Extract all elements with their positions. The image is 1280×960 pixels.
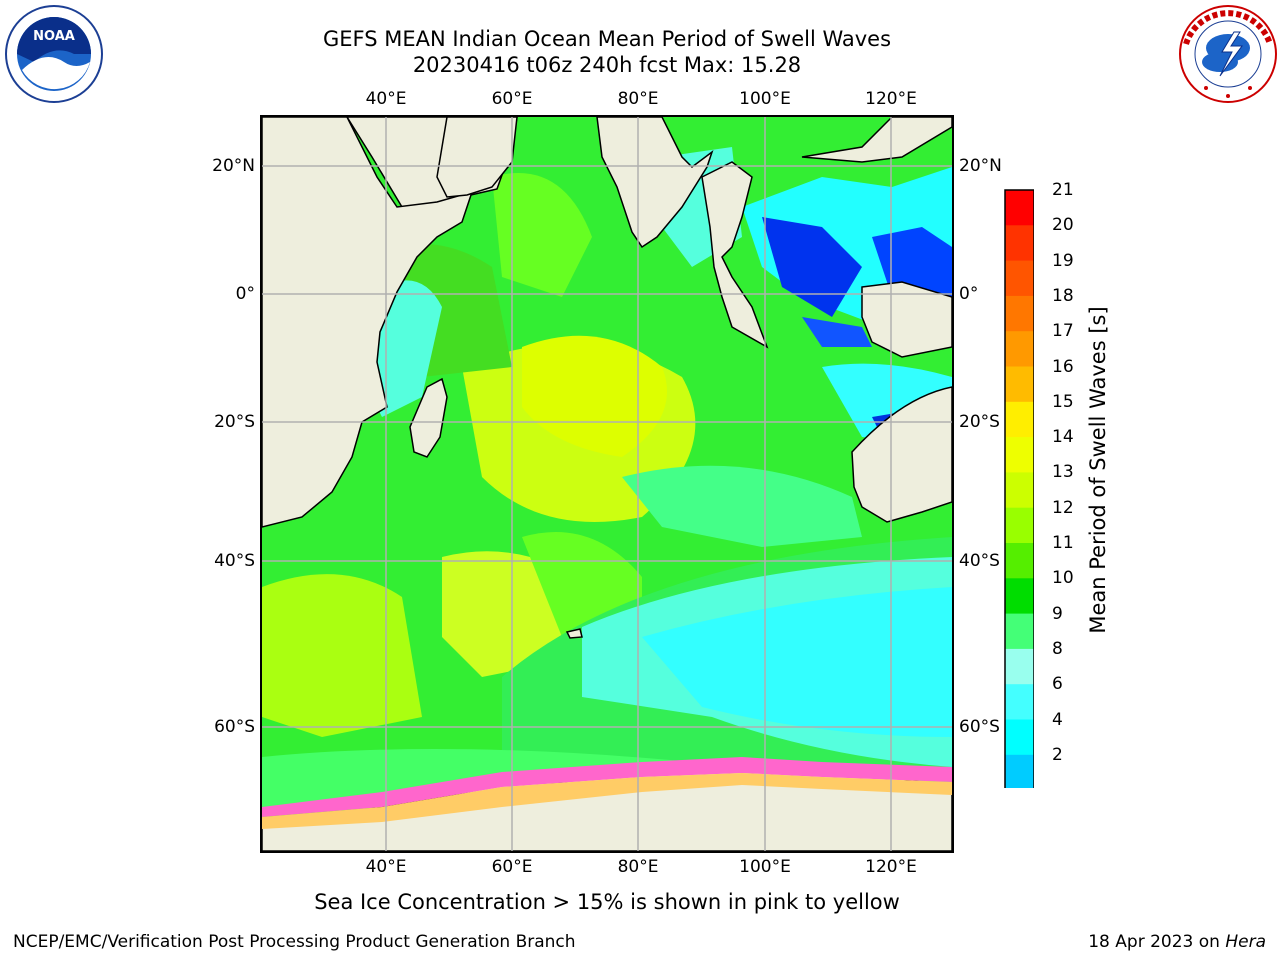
colorbar-segment xyxy=(1005,719,1034,756)
colorbar-tick-label: 20 xyxy=(1052,215,1074,236)
colorbar-segment xyxy=(1005,401,1034,438)
noaa-logo-icon: NOAA xyxy=(5,5,103,103)
colorbar-title: Mean Period of Swell Waves [s] xyxy=(1086,306,1110,634)
nws-logo-icon xyxy=(1179,5,1277,103)
colorbar-segment xyxy=(1005,260,1034,297)
lon-tick-bottom: 60°E xyxy=(491,857,533,877)
colorbar-tick-label: 2 xyxy=(1052,744,1063,765)
credit-text: NCEP/EMC/Verification Post Processing Pr… xyxy=(13,932,576,952)
lon-tick-top: 120°E xyxy=(865,89,917,109)
colorbar-tick-label: 8 xyxy=(1052,638,1063,659)
colorbar-segment xyxy=(1005,684,1034,720)
colorbar-tick-label: 18 xyxy=(1052,285,1074,306)
lon-tick-bottom: 40°E xyxy=(365,857,407,877)
gridlines xyxy=(262,117,952,851)
land-masses xyxy=(262,117,952,851)
sea-ice-note: Sea Ice Concentration > 15% is shown in … xyxy=(314,890,900,914)
lon-tick-top: 40°E xyxy=(365,89,407,109)
lat-tick-left: 60°S xyxy=(214,717,255,737)
colorbar-segment xyxy=(1005,613,1034,650)
lon-tick-bottom: 100°E xyxy=(739,857,791,877)
chart-title: GEFS MEAN Indian Ocean Mean Period of Sw… xyxy=(322,27,892,51)
colorbar-tick-label: 16 xyxy=(1052,356,1074,377)
colorbar-segment xyxy=(1005,648,1034,685)
colorbar-outline xyxy=(1004,189,1034,788)
lat-tick-right: 40°S xyxy=(959,551,1000,571)
colorbar-tick-label: 13 xyxy=(1052,462,1074,483)
map-plot-area xyxy=(260,115,954,853)
colorbar-segment xyxy=(1005,578,1034,615)
lat-tick-right: 20°S xyxy=(959,412,1000,432)
lon-tick-top: 80°E xyxy=(617,89,659,109)
date-text: 18 Apr 2023 on Hera xyxy=(1088,932,1266,952)
lat-tick-left: 0° xyxy=(235,284,255,304)
colorbar-tick-label: 21 xyxy=(1052,180,1074,200)
colorbar-tick-label: 9 xyxy=(1052,603,1063,624)
lat-tick-left: 40°S xyxy=(214,551,255,571)
noaa-logo-text: NOAA xyxy=(33,29,75,44)
colorbar xyxy=(1004,189,1034,788)
colorbar-tick-label: 19 xyxy=(1052,250,1074,271)
colorbar-segment xyxy=(1005,295,1034,332)
lat-tick-left: 20°N xyxy=(212,156,255,176)
lat-tick-right: 0° xyxy=(959,284,979,304)
lat-tick-right: 20°N xyxy=(959,156,1002,176)
colorbar-segment xyxy=(1005,754,1034,788)
colorbar-tick-label: 10 xyxy=(1052,568,1074,589)
lon-tick-top: 60°E xyxy=(491,89,533,109)
colorbar-segment xyxy=(1005,543,1034,579)
colorbar-tick-label: 14 xyxy=(1052,427,1074,448)
colorbar-tick-label: 12 xyxy=(1052,497,1074,518)
colorbar-tick-label: 17 xyxy=(1052,321,1074,342)
colorbar-segment xyxy=(1005,472,1034,509)
chart-subtitle: 20230416 t06z 240h fcst Max: 15.28 xyxy=(412,53,802,77)
colorbar-segment xyxy=(1005,437,1034,473)
colorbar-segment xyxy=(1005,331,1034,367)
lon-tick-top: 100°E xyxy=(739,89,791,109)
colorbar-segment xyxy=(1005,190,1034,226)
colorbar-segment xyxy=(1005,225,1034,262)
lon-tick-bottom: 120°E xyxy=(865,857,917,877)
date-label: 18 Apr 2023 on xyxy=(1088,932,1226,952)
colorbar-tick-label: 15 xyxy=(1052,391,1074,412)
colorbar-tick-label: 11 xyxy=(1052,533,1074,553)
colorbar-segment xyxy=(1005,366,1034,403)
colorbar-tick-label: 4 xyxy=(1052,709,1063,730)
lat-tick-right: 60°S xyxy=(959,717,1000,737)
colorbar-segment xyxy=(1005,507,1034,544)
map-svg xyxy=(262,117,952,851)
lat-tick-left: 20°S xyxy=(214,412,255,432)
host-name: Hera xyxy=(1225,932,1266,952)
colorbar-tick-label: 6 xyxy=(1052,674,1063,695)
sea-ice-band xyxy=(262,757,952,829)
lon-tick-bottom: 80°E xyxy=(617,857,659,877)
